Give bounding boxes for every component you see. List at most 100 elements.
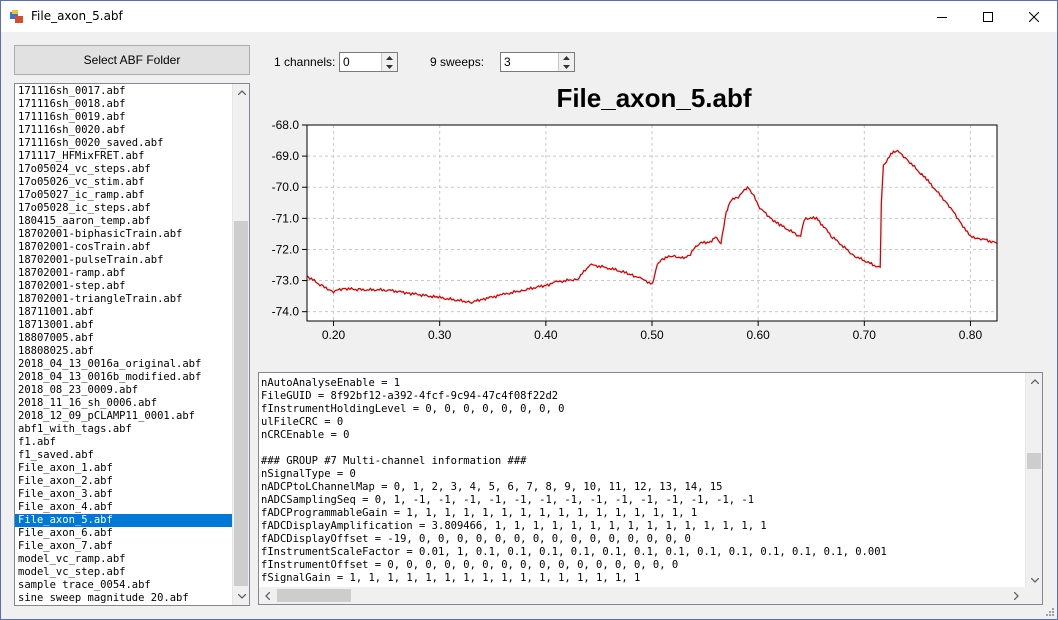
channel-stepper-buttons[interactable] <box>381 53 397 71</box>
file-list-item[interactable]: 171116sh_0020.abf <box>18 124 126 136</box>
scroll-down-arrow[interactable] <box>1026 572 1042 589</box>
file-list-item[interactable]: model_vc_ramp.abf <box>18 553 126 565</box>
sweep-plot[interactable]: 0.20 0.30 0.40 0.50 0.60 0.70 0.80 -68.0 -69.0 -7… <box>259 111 1049 346</box>
file-list-item[interactable]: 171116sh_0017.abf <box>18 85 126 97</box>
file-list-item[interactable]: 18807005.abf <box>18 332 94 344</box>
file-list-item[interactable]: File_axon_4.abf <box>18 501 113 513</box>
scroll-right-arrow[interactable] <box>1008 587 1025 604</box>
sweep-stepper[interactable]: 3 <box>500 52 575 72</box>
file-list-scrollbar[interactable] <box>232 84 249 605</box>
file-list-item[interactable]: 18713001.abf <box>18 319 94 331</box>
file-list-item[interactable]: 171116sh_0019.abf <box>18 111 126 123</box>
file-list-item[interactable]: 180415_aaron_temp.abf <box>18 215 151 227</box>
file-list-item[interactable]: f1.abf <box>18 436 56 448</box>
channel-stepper[interactable]: 0 <box>339 52 398 72</box>
file-list-item[interactable]: 17o05028_ic_steps.abf <box>18 202 151 214</box>
window-title: File_axon_5.abf <box>31 9 123 23</box>
scroll-down-arrow[interactable] <box>233 588 249 605</box>
app-icon <box>10 10 23 23</box>
textbox-vertical-scrollbar[interactable] <box>1025 373 1042 589</box>
y-tick-label: -72.0 <box>272 242 300 256</box>
stepper-down-icon[interactable] <box>382 62 397 71</box>
file-list[interactable]: 171116sh_0017.abf 171116sh_0018.abf 171116… <box>14 83 250 606</box>
title-bar[interactable]: File_axon_5.abf <box>1 1 1057 32</box>
file-list-item[interactable]: sample trace_0054.abf <box>18 579 151 591</box>
y-tick-label: -70.0 <box>272 180 300 194</box>
file-list-item[interactable]: abf1_with_tags.abf <box>18 423 132 435</box>
sweep-stepper-value[interactable]: 3 <box>504 55 511 69</box>
file-list-item[interactable]: File_axon_1.abf <box>18 462 113 474</box>
file-list-item[interactable]: 171116sh_0020_saved.abf <box>18 137 164 149</box>
file-list-item[interactable]: 17o05026_vc_stim.abf <box>18 176 145 188</box>
file-list-item[interactable]: 18702001-ramp.abf <box>18 267 126 279</box>
file-list-item[interactable]: 2018_04_13_0016a_original.abf <box>18 358 202 370</box>
close-button[interactable] <box>1011 1 1057 32</box>
scroll-thumb[interactable] <box>1027 453 1041 469</box>
chevron-right-icon <box>1014 591 1019 600</box>
file-list-item[interactable]: 18702001-biphasicTrain.abf <box>18 228 183 240</box>
textbox-horizontal-scrollbar[interactable] <box>259 587 1025 604</box>
y-tick-label: -74.0 <box>272 305 300 319</box>
close-icon <box>1029 11 1039 22</box>
maximize-button[interactable] <box>965 1 1011 32</box>
header-line <box>261 442 1025 455</box>
sweep-stepper-buttons[interactable] <box>558 53 574 71</box>
resize-grip-icon[interactable] <box>1043 605 1055 617</box>
x-tick-label: 0.20 <box>322 328 346 342</box>
header-line: nAutoAnalyseEnable = 1 <box>261 377 401 389</box>
file-list-item[interactable]: File_axon_5.abf <box>15 514 233 527</box>
abf-header-textbox[interactable]: nAutoAnalyseEnable = 1 FileGUID = 8f92bf1… <box>258 372 1043 605</box>
file-list-item[interactable]: 2018_04_13_0016b_modified.abf <box>18 371 202 383</box>
header-line: fADCProgrammableGain = 1, 1, 1, 1, 1, 1,… <box>261 507 698 519</box>
channel-stepper-value[interactable]: 0 <box>343 55 350 69</box>
header-line: nSignalType = 0 <box>261 468 356 480</box>
file-list-item[interactable]: 2018_08_23_0009.abf <box>18 384 139 396</box>
file-list-items: 171116sh_0017.abf 171116sh_0018.abf 171116… <box>15 84 233 605</box>
scrollbar-corner <box>1025 587 1042 604</box>
scroll-left-arrow[interactable] <box>259 587 276 604</box>
file-list-item[interactable]: 17o05024_vc_steps.abf <box>18 163 151 175</box>
file-list-item[interactable]: 18711001.abf <box>18 306 94 318</box>
y-tick-label: -73.0 <box>272 274 300 288</box>
header-line: ### GROUP #7 Multi-channel information #… <box>261 455 527 467</box>
stepper-up-icon[interactable] <box>559 53 574 62</box>
header-text: nAutoAnalyseEnable = 1 FileGUID = 8f92bf1… <box>259 377 1025 585</box>
file-list-item[interactable]: sine sweep magnitude 20.abf <box>18 592 189 604</box>
file-list-item[interactable]: File_axon_7.abf <box>18 540 113 552</box>
file-list-item[interactable]: File_axon_3.abf <box>18 488 113 500</box>
x-tick-label: 0.60 <box>746 328 770 342</box>
stepper-up-icon[interactable] <box>382 53 397 62</box>
file-list-item[interactable]: 171117_HFMixFRET.abf <box>18 150 145 162</box>
file-list-item[interactable]: File_axon_6.abf <box>18 527 113 539</box>
file-list-item[interactable]: 18808025.abf <box>18 345 94 357</box>
file-list-item[interactable]: 171116sh_0018.abf <box>18 98 126 110</box>
file-list-item[interactable]: 18702001-cosTrain.abf <box>18 241 151 253</box>
sweep-trace-line <box>306 149 998 305</box>
file-list-item[interactable]: 2018_12_09_pCLAMP11_0001.abf <box>18 410 196 422</box>
minimize-button[interactable] <box>919 1 965 32</box>
chevron-left-icon <box>265 591 270 600</box>
header-line: nADCPtoLChannelMap = 0, 1, 2, 3, 4, 5, 6… <box>261 481 723 493</box>
stepper-down-icon[interactable] <box>559 62 574 71</box>
select-abf-folder-button[interactable]: Select ABF Folder <box>14 45 250 75</box>
file-list-item[interactable]: File_axon_2.abf <box>18 475 113 487</box>
scroll-thumb[interactable] <box>234 221 248 586</box>
file-list-item[interactable]: 18702001-pulseTrain.abf <box>18 254 164 266</box>
chevron-down-icon <box>1030 578 1039 583</box>
header-line: fADCDisplayOffset = -19, 0, 0, 0, 0, 0, … <box>261 533 691 545</box>
file-list-item[interactable]: 2018_11_16_sh_0006.abf <box>18 397 158 409</box>
header-line: ulFileCRC = 0 <box>261 416 344 428</box>
file-list-item[interactable]: 18702001-triangleTrain.abf <box>18 293 183 305</box>
file-list-item[interactable]: model_vc_step.abf <box>18 566 126 578</box>
scroll-up-arrow[interactable] <box>1026 373 1042 390</box>
header-line: nCRCEnable = 0 <box>261 429 350 441</box>
x-tick-label: 0.50 <box>640 328 664 342</box>
sweeps-label: 9 sweeps: <box>430 55 485 69</box>
file-list-item[interactable]: 18702001-step.abf <box>18 280 126 292</box>
scroll-up-arrow[interactable] <box>233 84 249 101</box>
file-list-item[interactable]: 17o05027_ic_ramp.abf <box>18 189 145 201</box>
x-tick-label: 0.80 <box>959 328 983 342</box>
file-list-item[interactable]: f1_saved.abf <box>18 449 94 461</box>
scroll-thumb[interactable] <box>277 589 351 602</box>
